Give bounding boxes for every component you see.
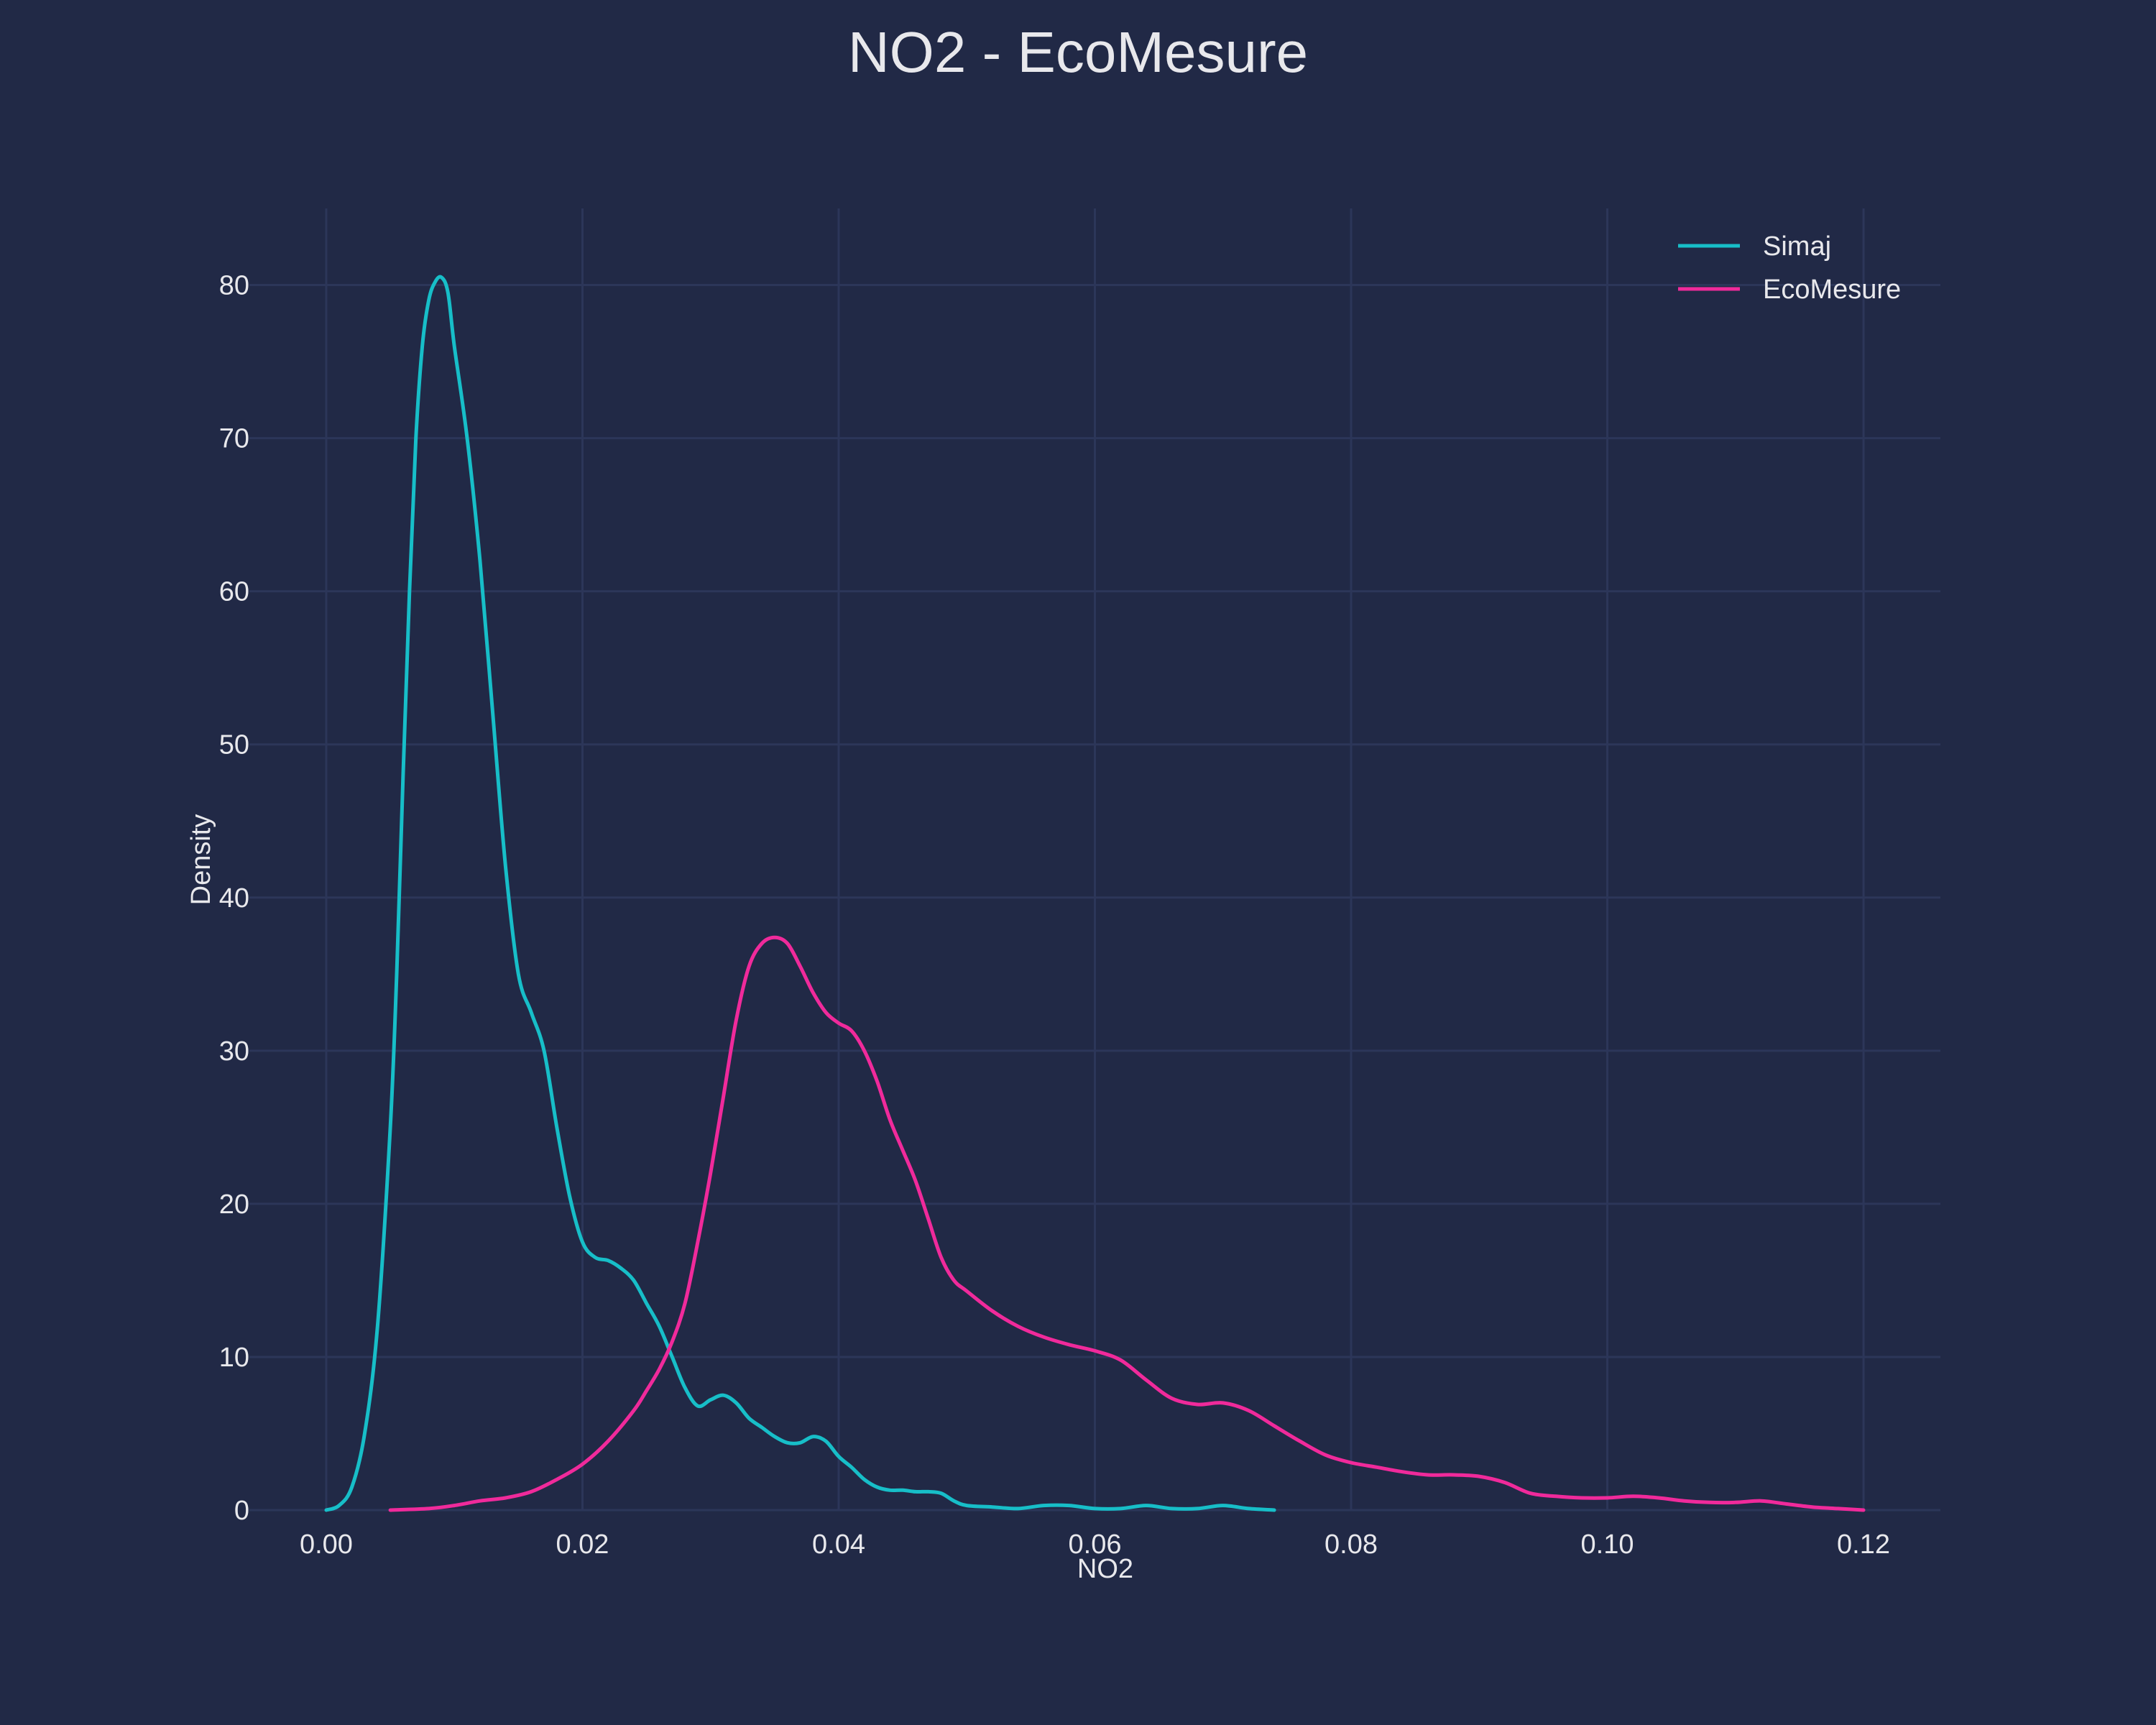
y-axis-label: Density [186,814,216,906]
y-tick-label: 40 [219,883,249,914]
x-tick-label: 0.06 [1069,1530,1122,1560]
x-tick-label: 0.10 [1581,1530,1634,1560]
x-tick-label: 0.08 [1325,1530,1378,1560]
x-axis-label: NO2 [1077,1554,1133,1584]
chart-title: NO2 - EcoMesure [848,20,1308,84]
legend-label: EcoMesure [1763,275,1901,305]
y-tick-label: 50 [219,730,249,760]
x-gridlines [325,208,1865,1510]
legend-label: Simaj [1763,231,1831,262]
x-tick-label: 0.00 [300,1530,353,1560]
y-gridlines [249,284,1940,1512]
series-line-simaj [324,275,1276,1512]
y-tick-label: 60 [219,577,249,607]
series-line-ecomesure [388,935,1866,1512]
y-tick-labels: 0 10 20 30 40 50 60 70 80 [219,271,249,1526]
y-tick-label: 10 [219,1343,249,1373]
x-tick-labels: 0.00 0.02 0.04 0.06 0.08 0.10 0.12 [300,1530,1890,1560]
x-tick-label: 0.04 [812,1530,865,1560]
x-tick-label: 0.12 [1837,1530,1890,1560]
legend: Simaj EcoMesure [1678,231,1901,305]
series-layer [324,275,1866,1512]
y-tick-label: 80 [219,271,249,301]
y-tick-label: 20 [219,1190,249,1220]
y-tick-label: 30 [219,1036,249,1067]
x-tick-label: 0.02 [556,1530,609,1560]
y-tick-label: 70 [219,424,249,454]
y-tick-label: 0 [234,1496,249,1526]
